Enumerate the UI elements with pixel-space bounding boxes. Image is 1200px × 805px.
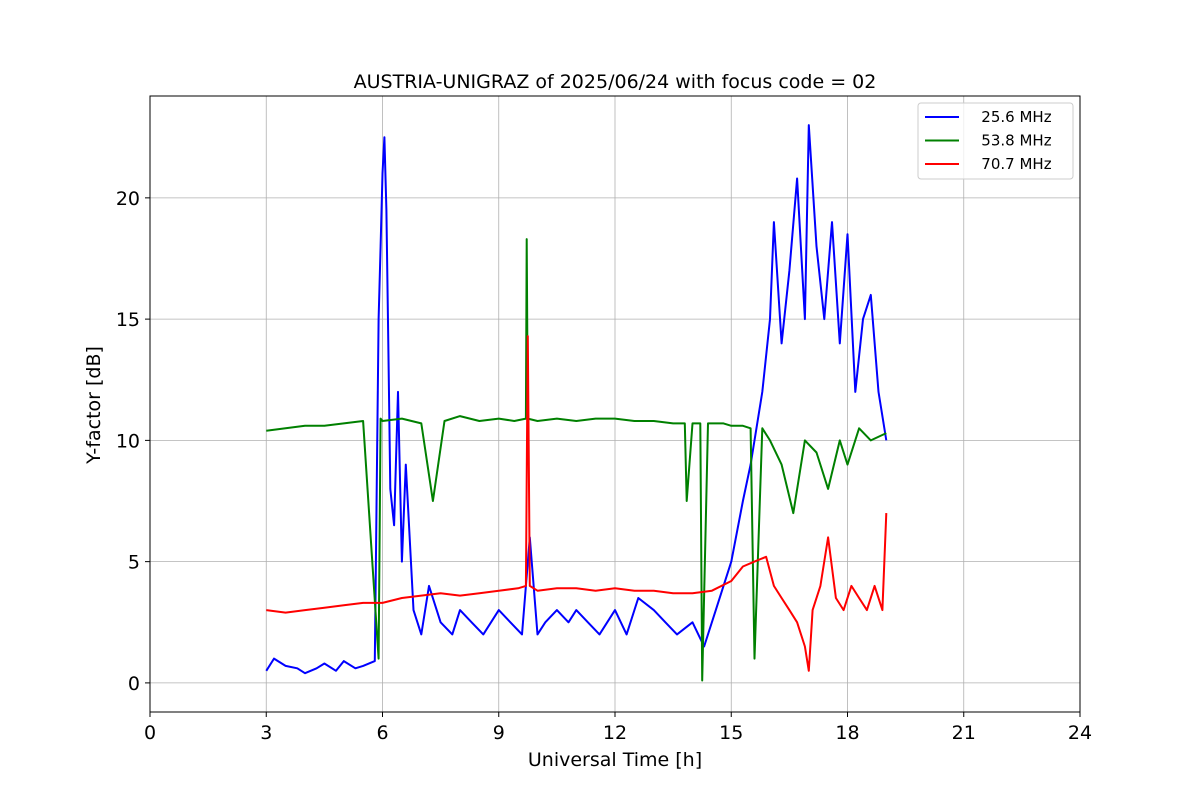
series-group: [265, 124, 888, 682]
x-tick-label: 9: [493, 722, 505, 744]
series-line-3: [266, 335, 888, 672]
x-axis-label: Universal Time [h]: [528, 749, 702, 771]
x-axis-ticks: 0 3 6 9 12 15 18 21 24: [144, 712, 1092, 744]
x-tick-label: 18: [835, 722, 859, 744]
series-line-1: [265, 124, 888, 675]
y-axis-label: Y-factor [dB]: [83, 346, 105, 465]
y-tick-label: 20: [116, 188, 140, 210]
x-tick-label: 12: [603, 722, 627, 744]
legend-label-1: 25.6 MHz: [967, 108, 1052, 126]
x-tick-label: 0: [144, 722, 156, 744]
x-tick-label: 3: [260, 722, 272, 744]
x-tick-label: 6: [376, 722, 388, 744]
x-tick-label: 21: [952, 722, 976, 744]
chart-title: AUSTRIA-UNIGRAZ of 2025/06/24 with focus…: [354, 71, 877, 93]
legend-label-3: 70.7 MHz: [967, 155, 1052, 173]
x-tick-label: 15: [719, 722, 743, 744]
y-tick-label: 15: [116, 309, 140, 331]
y-tick-label: 0: [128, 673, 140, 695]
x-tick-label: 24: [1068, 722, 1092, 744]
legend-label-2: 53.8 MHz: [967, 132, 1052, 150]
y-tick-label: 5: [128, 552, 140, 574]
y-axis-ticks: 0 5 10 15 20: [116, 188, 150, 695]
legend: 25.6 MHz 53.8 MHz 70.7 MHz: [917, 102, 1074, 180]
legend-box: [917, 102, 1074, 180]
series-line-2: [266, 238, 887, 682]
y-tick-label: 10: [116, 430, 140, 452]
